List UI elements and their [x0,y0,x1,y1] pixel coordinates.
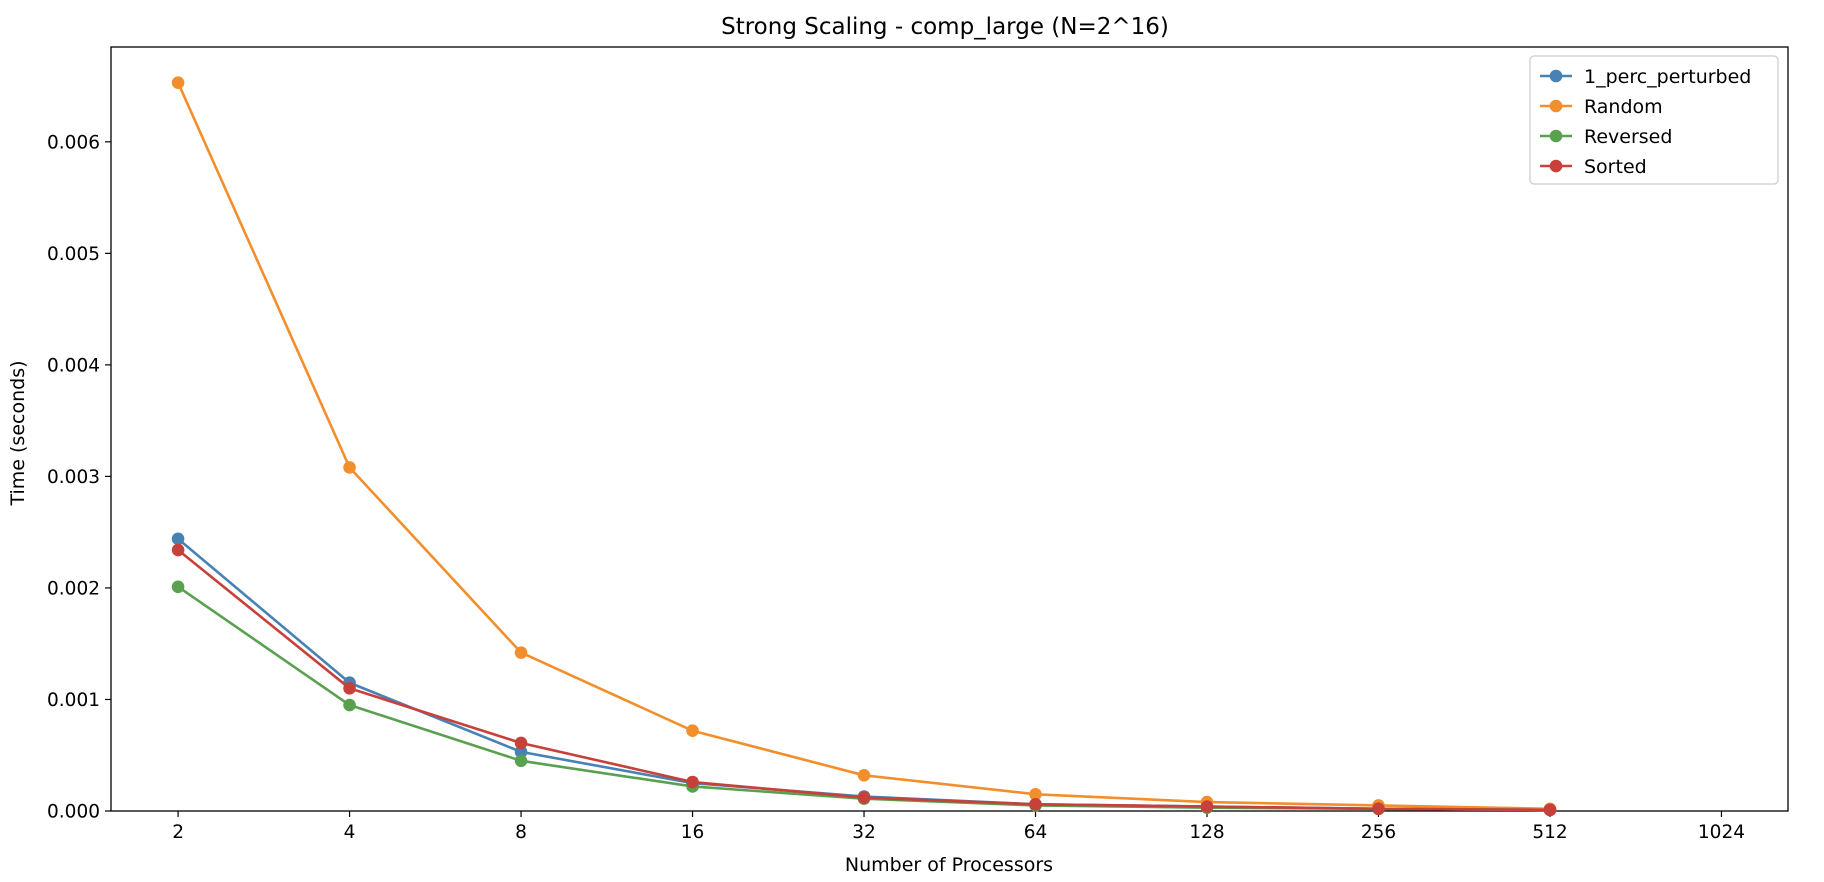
legend-label: Random [1584,96,1663,118]
y-tick-label: 0.000 [47,802,100,823]
x-tick-label: 1024 [1698,822,1745,843]
plot-area-frame [110,46,1789,812]
data-point-1-perc-perturbed [171,532,185,546]
legend-label: Reversed [1584,126,1672,148]
x-tick-label: 8 [515,822,527,843]
y-tick-label: 0.002 [47,578,100,599]
legend-label: 1_perc_perturbed [1584,66,1751,88]
data-point-random [171,76,185,89]
legend-item-reversed: Reversed [1540,126,1672,148]
legend-item-random: Random [1540,96,1663,118]
x-axis: 2 4 8 16 32 64 128 256 512 1024 [172,811,1745,843]
chart-title: Strong Scaling - comp_large (N=2^16) [721,14,1169,40]
data-point-reversed [343,698,356,712]
data-point-random [514,646,528,659]
x-tick-label: 512 [1532,822,1567,843]
legend-item-sorted: Sorted [1540,156,1647,178]
y-tick-label: 0.001 [47,690,100,711]
x-tick-label: 64 [1024,822,1048,843]
x-tick-label: 256 [1361,822,1396,843]
data-point-sorted [1200,800,1214,813]
data-point-reversed [514,754,528,768]
legend-box [1529,55,1779,185]
legend-item-1-perc-perturbed: 1_perc_perturbed [1540,66,1751,88]
data-point-random [857,769,871,782]
data-point-random [343,461,356,474]
y-tick-label: 0.004 [47,355,100,376]
legend-marker-swatch [1549,129,1563,143]
y-tick-label: 0.006 [47,132,100,153]
data-point-random [1029,787,1042,801]
data-point-reversed [171,580,185,594]
data-point-sorted [1543,803,1557,817]
data-point-random [686,724,699,737]
series-sorted [171,543,1557,817]
legend: 1_perc_perturbed Random Reversed Sorted [1529,55,1779,185]
x-tick-label: 4 [344,822,356,843]
y-tick-label: 0.005 [47,244,100,265]
x-axis-label: Number of Processors [845,854,1053,876]
data-point-sorted [343,682,356,695]
legend-marker-swatch [1549,159,1563,173]
y-tick-label: 0.003 [47,467,100,488]
data-point-sorted [686,775,699,789]
data-point-sorted [171,543,185,557]
x-tick-label: 32 [852,822,876,843]
y-axis-label: Time (seconds) [7,360,29,506]
data-point-sorted [514,736,528,750]
y-axis: 0.000 0.001 0.002 0.003 0.004 0.005 0.006 [47,132,111,823]
x-tick-label: 2 [172,822,184,843]
legend-marker-swatch [1549,99,1563,113]
series-layer [171,76,1557,817]
legend-label: Sorted [1584,156,1647,178]
data-point-sorted [857,791,871,804]
x-tick-label: 128 [1189,822,1224,843]
data-point-sorted [1029,798,1042,811]
data-point-1-perc-perturbed [514,745,528,759]
legend-marker-swatch [1549,69,1563,83]
data-point-sorted [1372,802,1385,816]
x-tick-label: 16 [681,822,705,843]
